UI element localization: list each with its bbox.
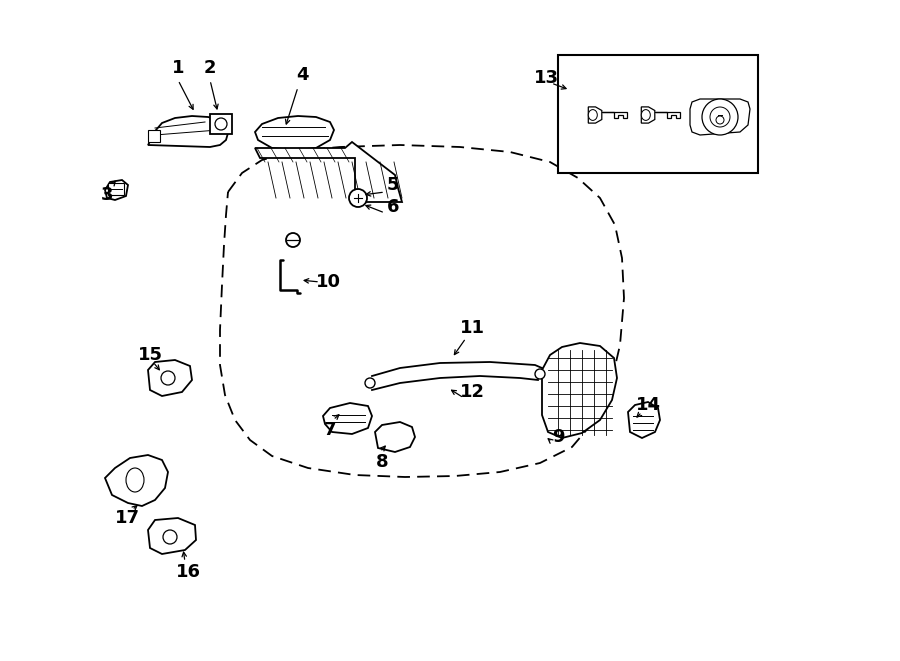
Polygon shape <box>255 116 334 150</box>
Ellipse shape <box>126 468 144 492</box>
Polygon shape <box>323 403 372 434</box>
Text: 11: 11 <box>460 319 484 337</box>
Circle shape <box>710 107 730 127</box>
Polygon shape <box>105 180 128 200</box>
Text: 12: 12 <box>460 383 484 401</box>
Circle shape <box>161 371 175 385</box>
Text: 16: 16 <box>176 563 201 581</box>
Text: 10: 10 <box>316 273 340 291</box>
Polygon shape <box>628 402 660 438</box>
Polygon shape <box>589 107 602 123</box>
Polygon shape <box>655 112 680 118</box>
Circle shape <box>349 189 367 207</box>
Circle shape <box>215 118 227 130</box>
Polygon shape <box>690 99 750 135</box>
Text: 4: 4 <box>296 66 308 84</box>
Bar <box>108 183 124 195</box>
Ellipse shape <box>642 110 651 120</box>
Text: 3: 3 <box>101 186 113 204</box>
Polygon shape <box>148 116 228 147</box>
Text: 9: 9 <box>552 428 564 446</box>
Polygon shape <box>602 112 627 118</box>
Text: 5: 5 <box>387 176 400 194</box>
Text: 13: 13 <box>534 69 559 87</box>
Text: 7: 7 <box>324 421 337 439</box>
Text: 17: 17 <box>114 509 140 527</box>
Circle shape <box>702 99 738 135</box>
Polygon shape <box>148 360 192 396</box>
Circle shape <box>716 116 724 124</box>
Circle shape <box>535 369 545 379</box>
Text: 2: 2 <box>203 59 216 77</box>
Circle shape <box>163 530 177 544</box>
Bar <box>210 114 232 134</box>
Text: 1: 1 <box>172 59 184 77</box>
Circle shape <box>365 378 375 388</box>
Text: 6: 6 <box>387 198 400 216</box>
Polygon shape <box>105 455 168 506</box>
Text: 15: 15 <box>138 346 163 364</box>
Polygon shape <box>642 107 655 123</box>
Text: 8: 8 <box>375 453 388 471</box>
Polygon shape <box>148 518 196 554</box>
Text: 14: 14 <box>635 396 661 414</box>
Circle shape <box>286 233 300 247</box>
Polygon shape <box>255 142 402 202</box>
Polygon shape <box>542 343 617 438</box>
Bar <box>558 55 758 173</box>
Bar <box>148 130 160 142</box>
Polygon shape <box>375 422 415 452</box>
Ellipse shape <box>589 110 598 120</box>
